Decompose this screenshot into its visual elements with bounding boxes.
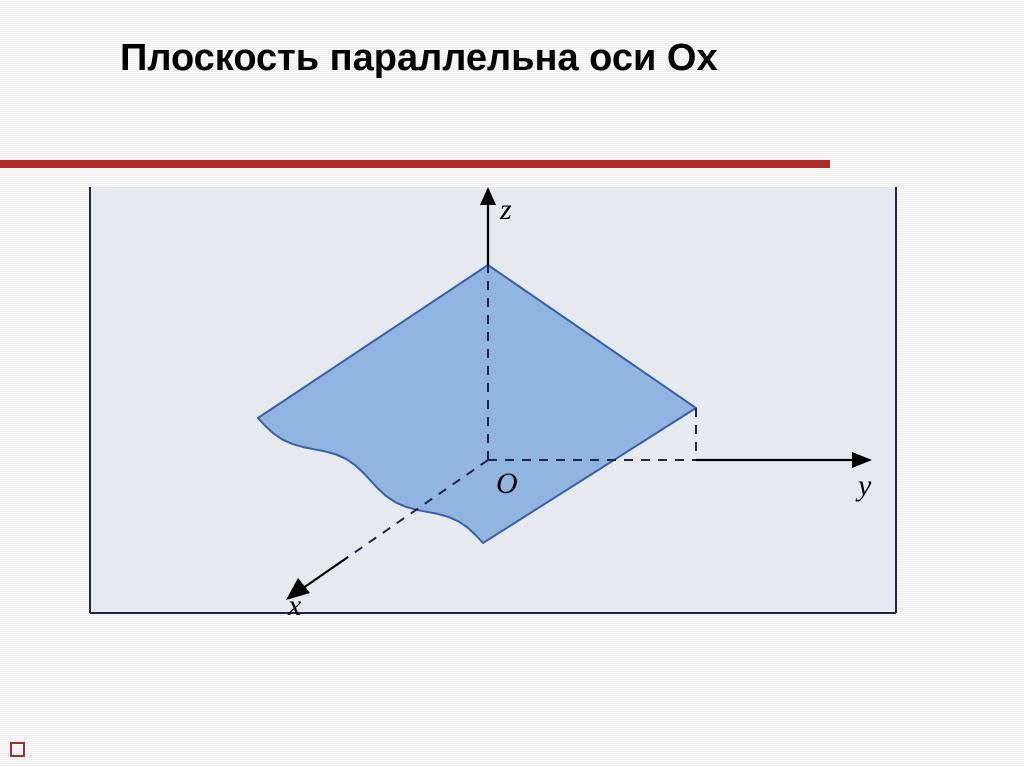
coordinate-diagram: O z y x [88, 185, 898, 615]
corner-marker-icon [10, 742, 25, 757]
origin-label: O [496, 467, 518, 500]
z-label: z [499, 193, 512, 226]
slide: Плоскость параллельна оси Ох [0, 0, 1024, 767]
x-label: x [287, 589, 302, 615]
page-title: Плоскость параллельна оси Ох [120, 36, 920, 82]
title-underline [0, 160, 830, 168]
y-label: y [855, 469, 872, 502]
